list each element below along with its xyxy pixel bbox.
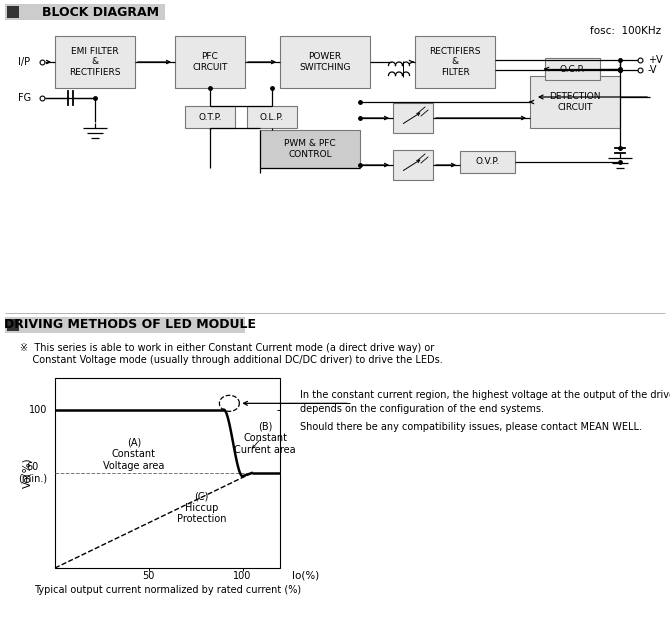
Text: 60
(min.): 60 (min.) bbox=[18, 462, 47, 484]
Bar bbox=[175, 36, 245, 88]
Bar bbox=[7, 319, 19, 331]
Bar bbox=[5, 317, 245, 333]
Bar bbox=[460, 151, 515, 173]
Bar bbox=[415, 36, 495, 88]
Text: 100: 100 bbox=[233, 571, 252, 581]
Text: FG: FG bbox=[18, 93, 31, 103]
Bar bbox=[393, 103, 433, 133]
Text: O.T.P.: O.T.P. bbox=[198, 112, 222, 121]
Text: O.L.P.: O.L.P. bbox=[260, 112, 284, 121]
Text: DETECTION
CIRCUIT: DETECTION CIRCUIT bbox=[549, 92, 601, 112]
Text: Should there be any compatibility issues, please contact MEAN WELL.: Should there be any compatibility issues… bbox=[300, 423, 642, 432]
Text: Typical output current normalized by rated current (%): Typical output current normalized by rat… bbox=[34, 585, 301, 595]
Text: O.C.P.: O.C.P. bbox=[559, 65, 586, 73]
Text: -V: -V bbox=[648, 65, 657, 75]
Text: DRIVING METHODS OF LED MODULE: DRIVING METHODS OF LED MODULE bbox=[4, 318, 256, 332]
Text: In the constant current region, the highest voltage at the output of the driver: In the constant current region, the high… bbox=[300, 391, 670, 400]
Text: +V: +V bbox=[648, 55, 663, 65]
Text: (B)
Constant
Current area: (B) Constant Current area bbox=[234, 421, 296, 455]
Text: PFC
CIRCUIT: PFC CIRCUIT bbox=[192, 52, 228, 72]
Bar bbox=[247, 106, 297, 128]
Bar bbox=[545, 58, 600, 80]
Text: (A)
Constant
Voltage area: (A) Constant Voltage area bbox=[103, 437, 164, 470]
Bar bbox=[55, 36, 135, 88]
Text: 100: 100 bbox=[29, 404, 47, 414]
Text: Vo(%): Vo(%) bbox=[22, 458, 32, 489]
Text: POWER
SWITCHING: POWER SWITCHING bbox=[299, 52, 351, 72]
Text: I/P: I/P bbox=[18, 57, 30, 67]
Bar bbox=[280, 36, 370, 88]
Bar bbox=[530, 76, 620, 128]
Text: (C)
Hiccup
Protection: (C) Hiccup Protection bbox=[176, 491, 226, 524]
Text: EMI FILTER
&
RECTIFIERS: EMI FILTER & RECTIFIERS bbox=[69, 47, 121, 77]
Bar bbox=[55, 378, 280, 568]
Bar bbox=[393, 150, 433, 180]
Bar bbox=[185, 106, 235, 128]
Text: RECTIFIERS
&
FILTER: RECTIFIERS & FILTER bbox=[429, 47, 481, 77]
Text: Constant Voltage mode (usually through additional DC/DC driver) to drive the LED: Constant Voltage mode (usually through a… bbox=[20, 355, 443, 365]
Text: depends on the configuration of the end systems.: depends on the configuration of the end … bbox=[300, 404, 544, 414]
Bar bbox=[260, 130, 360, 168]
Text: ※  This series is able to work in either Constant Current mode (a direct drive w: ※ This series is able to work in either … bbox=[20, 343, 434, 353]
Text: Io(%): Io(%) bbox=[292, 571, 319, 581]
Text: fosc:  100KHz: fosc: 100KHz bbox=[590, 26, 661, 36]
Text: O.V.P.: O.V.P. bbox=[476, 158, 500, 166]
Text: 50: 50 bbox=[143, 571, 155, 581]
Bar bbox=[5, 4, 165, 20]
Text: BLOCK DIAGRAM: BLOCK DIAGRAM bbox=[42, 6, 159, 18]
Text: PWM & PFC
CONTROL: PWM & PFC CONTROL bbox=[284, 139, 336, 159]
Bar bbox=[7, 6, 19, 18]
